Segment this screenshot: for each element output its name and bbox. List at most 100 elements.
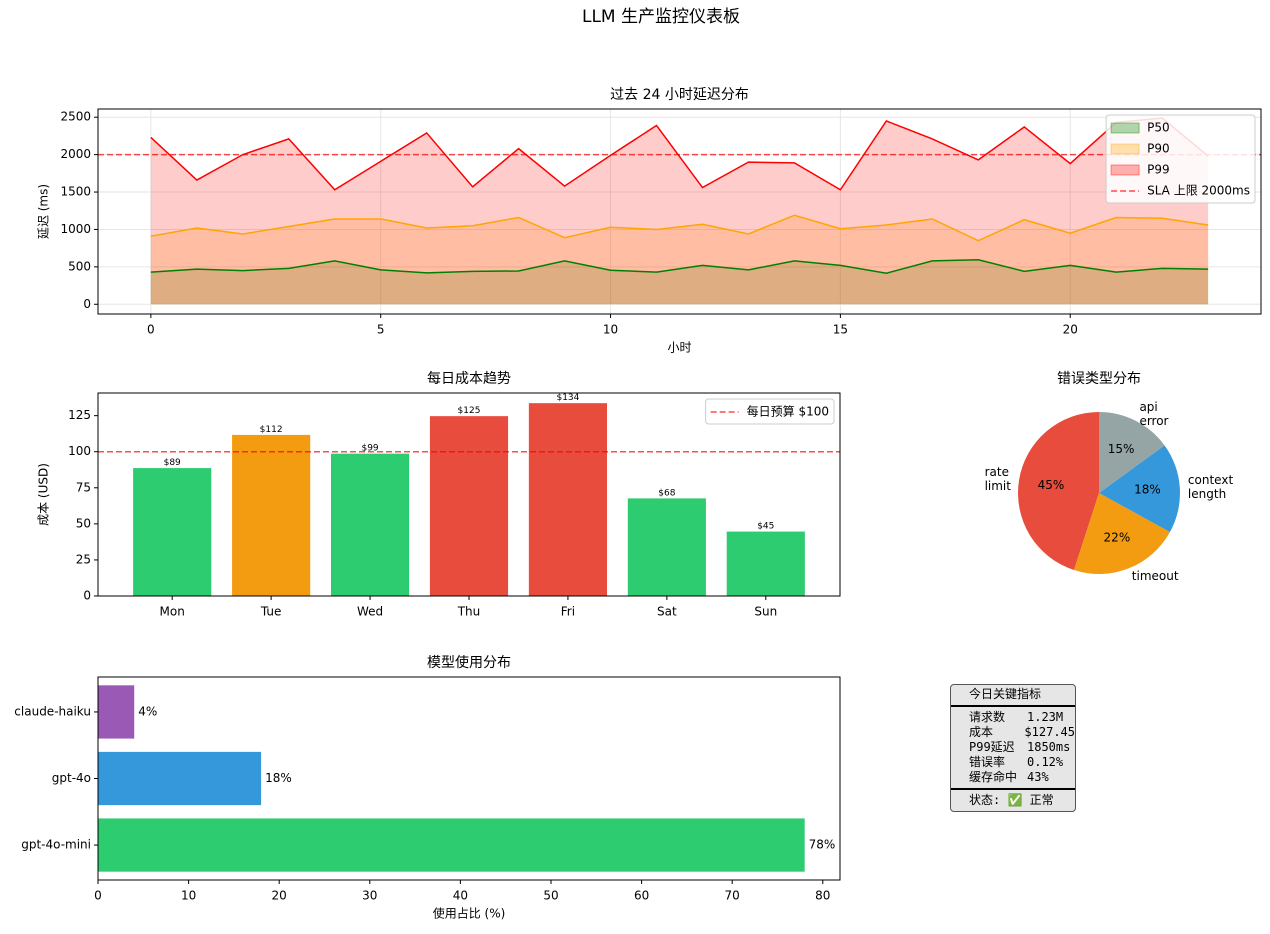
separator [951, 788, 1075, 790]
slice-percent: 22% [1104, 531, 1131, 545]
bar-value-label: 18% [265, 771, 292, 785]
legend-label: SLA 上限 2000ms [1147, 184, 1250, 198]
chart-title: 过去 24 小时延迟分布 [610, 87, 749, 103]
bar [725, 530, 806, 597]
legend-swatch [1110, 164, 1140, 176]
y-tick-label: claude-haiku [14, 704, 91, 718]
slice-label: api error [1139, 399, 1169, 428]
bar-value-label: $125 [458, 406, 481, 416]
y-tick-label: 75 [76, 480, 91, 494]
y-tick-label: 2500 [60, 110, 91, 124]
x-tick-label: 0 [94, 889, 102, 903]
x-tick-label: Tue [260, 605, 282, 619]
pie-slice [1099, 445, 1180, 533]
legend: 每日预算 $100 [705, 398, 835, 425]
plot-frame [97, 676, 841, 881]
metric-name: 错误率 [969, 755, 1006, 769]
bar [98, 685, 135, 739]
slice-label: context length [1187, 473, 1234, 502]
x-tick-label: 5 [377, 323, 385, 337]
area-fill [150, 215, 1209, 305]
summary-row: P99延迟 1850ms [951, 740, 1075, 755]
bar [98, 818, 805, 872]
y-tick-label: 0 [83, 589, 91, 603]
y-tick-label: 0 [83, 297, 91, 311]
x-tick-label: 0 [147, 323, 155, 337]
y-tick-label: 2000 [60, 147, 91, 161]
y-tick-label: gpt-4o [52, 771, 91, 785]
metric-name: 缓存命中 [969, 770, 1018, 784]
summary-row: 请求数 1.23M [951, 710, 1075, 725]
y-tick-label: gpt-4o-mini [21, 838, 91, 852]
legend-label: 每日预算 $100 [747, 404, 829, 419]
x-tick-label: 15 [833, 323, 848, 337]
x-tick-label: 30 [362, 889, 377, 903]
legend-box [1105, 114, 1256, 204]
line [150, 214, 1209, 242]
area-fill [150, 117, 1209, 305]
area-fill [150, 259, 1209, 305]
x-tick-label: Sat [657, 605, 677, 619]
metric-value: 0.12% [1027, 755, 1064, 769]
legend: P50 P90 P99 SLA 上限 2000ms [1105, 114, 1256, 204]
bar-value-label: $99 [361, 444, 378, 454]
summary-row: 成本 $127.45 [951, 725, 1075, 740]
bar [132, 467, 213, 597]
legend-label: P90 [1147, 142, 1170, 156]
bar-value-label: $68 [658, 488, 675, 498]
summary-rows: 请求数 1.23M 成本 $127.45 P99延迟 1850ms 错误率 0.12% 缓存命中… [951, 710, 1075, 785]
x-tick-label: 60 [634, 889, 649, 903]
metric-value: 1.23M [1027, 710, 1064, 724]
bar-value-label: $112 [260, 425, 283, 435]
x-tick-label: Thu [457, 605, 481, 619]
slice-percent: 18% [1134, 482, 1161, 496]
x-tick-label: Wed [357, 605, 383, 619]
dashboard-title: LLM 生产监控仪表板 [582, 7, 740, 27]
summary-box: 今日关键指标 请求数 1.23M 成本 $127.45 P99延迟 1850ms 错误率 0.… [950, 684, 1076, 812]
legend-label: P50 [1147, 121, 1170, 135]
metric-name: 成本 [969, 725, 994, 739]
bar [428, 415, 510, 597]
summary-title: 今日关键指标 [969, 687, 1042, 701]
plot-frame [97, 392, 841, 597]
bar [527, 402, 609, 597]
slice-percent: 45% [1038, 478, 1065, 492]
legend-label: P99 [1147, 163, 1170, 177]
separator [951, 705, 1075, 707]
pie-slice [1017, 412, 1099, 571]
x-tick-label: Mon [160, 605, 185, 619]
x-tick-label: 10 [603, 323, 618, 337]
slice-label: rate limit [984, 465, 1011, 494]
chart-title: 模型使用分布 [427, 654, 511, 671]
y-tick-label: 125 [68, 408, 91, 422]
x-axis-label: 小时 [667, 341, 691, 355]
bar-value-label: 78% [809, 838, 836, 852]
slice-label: timeout [1131, 568, 1179, 583]
bar-value-label: $89 [164, 458, 181, 468]
y-tick-label: 1500 [60, 185, 91, 199]
metric-value: 1850ms [1027, 740, 1071, 754]
y-tick-label: 1000 [60, 222, 91, 236]
pie-slice [1099, 412, 1165, 493]
legend-box [705, 398, 835, 425]
summary-row: 缓存命中 43% [951, 770, 1075, 785]
x-tick-label: 20 [1063, 323, 1078, 337]
bar [98, 751, 262, 806]
y-axis-label: 延迟 (ms) [37, 184, 51, 239]
y-tick-label: 500 [68, 259, 91, 273]
pie-slice [1073, 493, 1170, 575]
bar-value-label: $134 [556, 393, 579, 403]
bar [329, 452, 411, 597]
y-axis-label: 成本 (USD) [37, 463, 51, 526]
x-tick-label: Fri [561, 605, 575, 619]
bar-value-label: 4% [138, 704, 157, 718]
x-tick-label: 70 [725, 889, 740, 903]
x-tick-label: 10 [181, 889, 196, 903]
legend-swatch [1110, 143, 1140, 155]
line [150, 259, 1209, 274]
x-tick-label: 40 [453, 889, 468, 903]
y-tick-label: 50 [76, 516, 91, 530]
